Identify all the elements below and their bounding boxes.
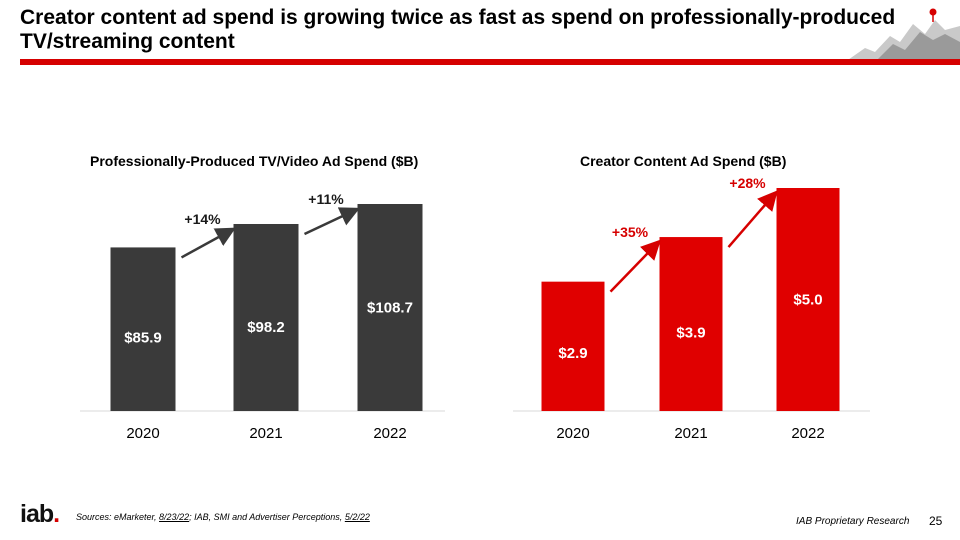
growth-label-1-1: +28% (729, 175, 766, 191)
bar-value-label-1-1: $3.9 (676, 325, 705, 342)
bar-value-label-1-0: $2.9 (558, 345, 587, 362)
chart-title-tv: Professionally-Produced TV/Video Ad Spen… (90, 153, 419, 169)
category-label-1-0: 2020 (556, 425, 589, 442)
growth-label-0-0: +14% (184, 211, 221, 227)
growth-arrow-1-0 (609, 239, 661, 293)
slide-title: Creator content ad spend is growing twic… (20, 6, 896, 53)
bar-value-label-0-2: $108.7 (367, 300, 413, 317)
iab-logo: iab. (20, 500, 60, 528)
category-label-1-2: 2022 (791, 425, 824, 442)
bar-1-2021 (659, 237, 723, 411)
bar-1-2020 (541, 281, 605, 411)
growth-label-0-1: +11% (308, 191, 344, 207)
source-link-emarketer[interactable]: 8/23/22 (159, 512, 190, 522)
bar-value-label-0-1: $98.2 (247, 319, 285, 336)
page-number: 25 (929, 514, 943, 528)
bar-1-2022 (776, 188, 840, 411)
mountain-pin-icon (845, 8, 960, 62)
category-label-0-0: 2020 (126, 425, 159, 442)
bar-value-label-1-2: $5.0 (793, 292, 822, 309)
bar-value-label-0-0: $85.9 (124, 329, 162, 346)
title-underline (20, 59, 960, 65)
sources-note: Sources: eMarketer, 8/23/22; IAB, SMI an… (76, 512, 370, 522)
category-label-0-2: 2022 (373, 425, 406, 442)
bar-0-2022 (357, 204, 423, 411)
bar-0-2020 (110, 247, 176, 411)
category-label-0-1: 2021 (249, 425, 282, 442)
footer-label: IAB Proprietary Research (796, 516, 910, 527)
growth-arrow-0-0 (180, 227, 236, 259)
chart-title-creator: Creator Content Ad Spend ($B) (580, 153, 787, 169)
category-label-1-1: 2021 (674, 425, 707, 442)
growth-label-1-0: +35% (612, 224, 649, 240)
growth-arrow-0-1 (303, 207, 361, 236)
growth-arrow-1-1 (727, 190, 778, 248)
source-link-iab[interactable]: 5/2/22 (344, 512, 370, 522)
bar-0-2021 (233, 223, 299, 411)
